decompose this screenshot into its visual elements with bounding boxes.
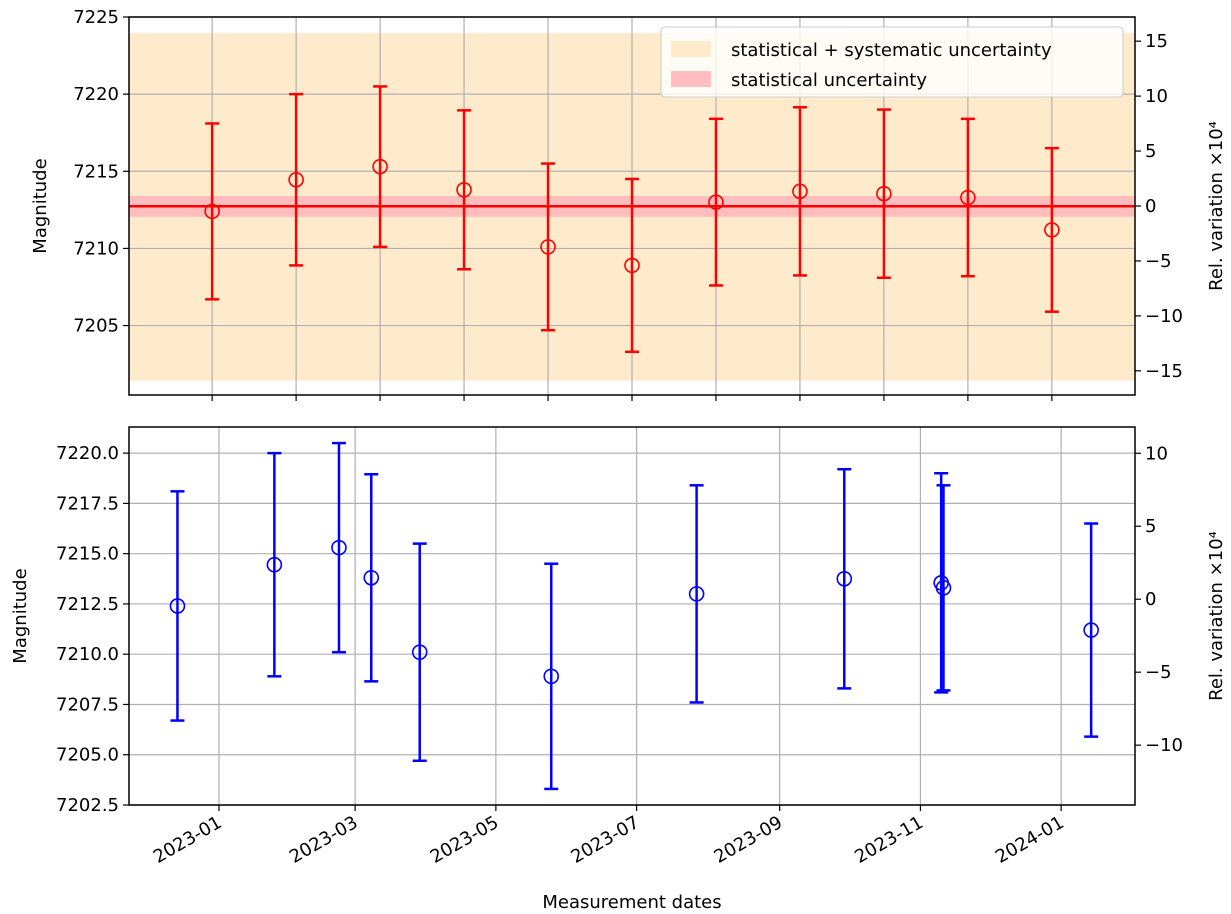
y-tick-label: 7225 — [73, 7, 119, 28]
data-point — [708, 194, 724, 210]
y2-tick-label: −15 — [1145, 361, 1183, 382]
y-tick-label: 7215 — [73, 161, 119, 182]
x-tick-label: 2023-09 — [711, 812, 787, 868]
y-tick-label: 7212.5 — [56, 594, 119, 615]
legend-label: statistical + systematic uncertainty — [731, 40, 1052, 61]
data-point — [876, 185, 892, 202]
data-point — [792, 183, 808, 200]
data-point — [363, 569, 380, 586]
y-axis-label: Magnitude — [10, 568, 31, 663]
y2-tick-label: −10 — [1145, 306, 1183, 327]
data-point — [411, 644, 428, 660]
data-point — [688, 586, 705, 602]
y-tick-label: 7220.0 — [56, 443, 119, 464]
y2-tick-label: −5 — [1145, 251, 1172, 272]
x-axis-label: Measurement dates — [542, 892, 721, 913]
data-point — [372, 158, 388, 175]
y-tick-label: 7202.5 — [56, 795, 119, 816]
y-tick-label: 7205 — [73, 316, 119, 337]
x-tick-label: 2023-03 — [286, 812, 362, 868]
y-tick-label: 7210 — [73, 238, 119, 259]
plot-frame — [128, 426, 1136, 806]
x-tick-label: 2023-11 — [851, 812, 927, 868]
data-point — [204, 203, 220, 220]
y2-axis-label: Rel. variation ×10⁴ — [1206, 531, 1227, 701]
x-tick-label: 2023-07 — [567, 812, 643, 868]
data-point — [935, 580, 952, 596]
legend — [660, 26, 1124, 98]
data-point — [540, 239, 556, 255]
data-point — [456, 182, 472, 198]
legend-swatch — [671, 71, 711, 87]
data-point — [624, 257, 640, 274]
data-point — [960, 189, 976, 206]
legend-swatch — [671, 41, 711, 57]
y2-tick-label: 10 — [1145, 443, 1168, 464]
y-tick-label: 7210.0 — [56, 644, 119, 665]
y-tick-label: 7220 — [73, 84, 119, 105]
y-tick-label: 7217.5 — [56, 493, 119, 514]
data-point — [1044, 222, 1060, 238]
data-point — [288, 171, 304, 188]
y2-tick-label: 5 — [1145, 141, 1156, 162]
x-tick-label: 2024-01 — [992, 812, 1068, 868]
x-tick-label: 2023-05 — [427, 812, 503, 868]
y-tick-label: 7207.5 — [56, 694, 119, 715]
y-tick-label: 7205.0 — [56, 745, 119, 766]
data-point — [266, 556, 283, 573]
legend-label: statistical uncertainty — [731, 70, 927, 91]
x-tick-label: 2023-01 — [150, 812, 226, 868]
y2-tick-label: 5 — [1145, 516, 1156, 537]
data-point — [331, 539, 347, 556]
data-point — [169, 598, 186, 614]
data-point — [1083, 622, 1099, 638]
y2-tick-label: 0 — [1145, 196, 1156, 217]
y-axis-label: Magnitude — [30, 158, 51, 253]
y2-tick-label: −10 — [1145, 735, 1183, 756]
data-point — [543, 668, 560, 685]
y2-axis-label: Rel. variation ×10⁴ — [1206, 121, 1227, 291]
y2-tick-label: −5 — [1145, 662, 1172, 683]
data-point — [836, 571, 853, 587]
y-tick-label: 7215.0 — [56, 544, 119, 565]
y2-tick-label: 0 — [1145, 589, 1156, 610]
y2-tick-label: 15 — [1145, 31, 1168, 52]
y2-tick-label: 10 — [1145, 86, 1168, 107]
